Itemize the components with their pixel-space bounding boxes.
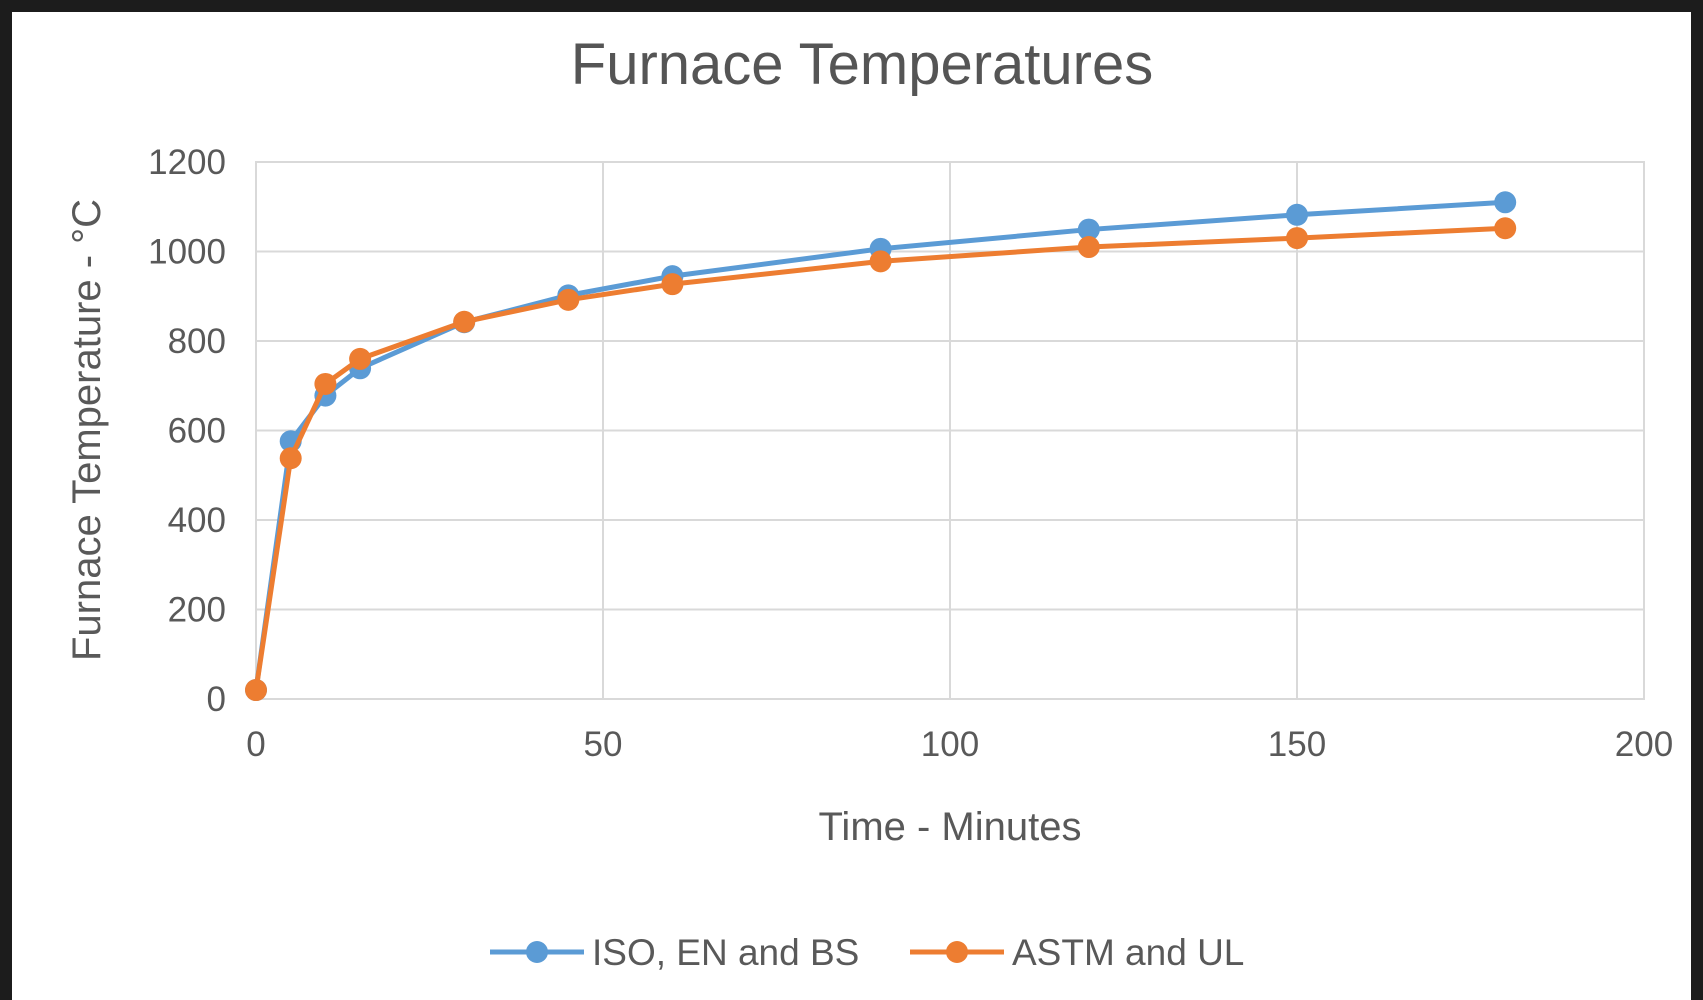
x-tick-label: 0 — [246, 725, 265, 764]
data-point — [1286, 227, 1308, 250]
data-point — [245, 679, 267, 702]
series-1 — [245, 217, 1517, 702]
x-tick-label: 200 — [1615, 725, 1673, 764]
y-tick-label: 0 — [207, 680, 226, 719]
x-axis-title: Time - Minutes — [818, 805, 1081, 849]
data-point — [453, 310, 476, 333]
data-point — [869, 250, 892, 273]
x-tick-label: 50 — [584, 725, 623, 764]
x-axis-ticks: 0 50 100 150 200 — [246, 725, 1673, 764]
legend-label: ISO, EN and BS — [592, 932, 859, 973]
x-tick-label: 100 — [921, 725, 979, 764]
data-point — [1494, 191, 1517, 214]
data-point — [1286, 203, 1308, 226]
y-tick-label: 600 — [168, 412, 226, 451]
data-point — [1077, 236, 1100, 259]
y-tick-label: 400 — [168, 501, 226, 540]
data-point — [279, 447, 302, 470]
legend-item: ISO, EN and BS — [490, 932, 859, 973]
data-point — [314, 372, 337, 395]
legend-item: ASTM and UL — [910, 932, 1244, 973]
chart-title: Furnace Temperatures — [571, 32, 1153, 97]
data-point — [349, 347, 372, 370]
legend-marker — [946, 941, 968, 963]
data-point — [1494, 217, 1517, 240]
legend-marker — [526, 941, 548, 963]
legend-label: ASTM and UL — [1012, 932, 1244, 973]
y-tick-label: 1000 — [148, 233, 226, 272]
data-point — [1077, 218, 1100, 241]
y-tick-label: 1200 — [148, 143, 226, 182]
series-group — [245, 191, 1517, 702]
gridlines — [255, 161, 1645, 700]
y-axis-ticks: 0 200 400 600 800 1000 1200 — [148, 143, 226, 719]
data-point — [557, 288, 580, 311]
data-point — [661, 273, 684, 296]
y-tick-label: 200 — [168, 591, 226, 630]
y-tick-label: 800 — [168, 322, 226, 361]
y-axis-title: Furnace Temperature - °C — [65, 199, 109, 661]
legend: ISO, EN and BS ASTM and UL — [490, 932, 1244, 973]
x-tick-label: 150 — [1268, 725, 1326, 764]
